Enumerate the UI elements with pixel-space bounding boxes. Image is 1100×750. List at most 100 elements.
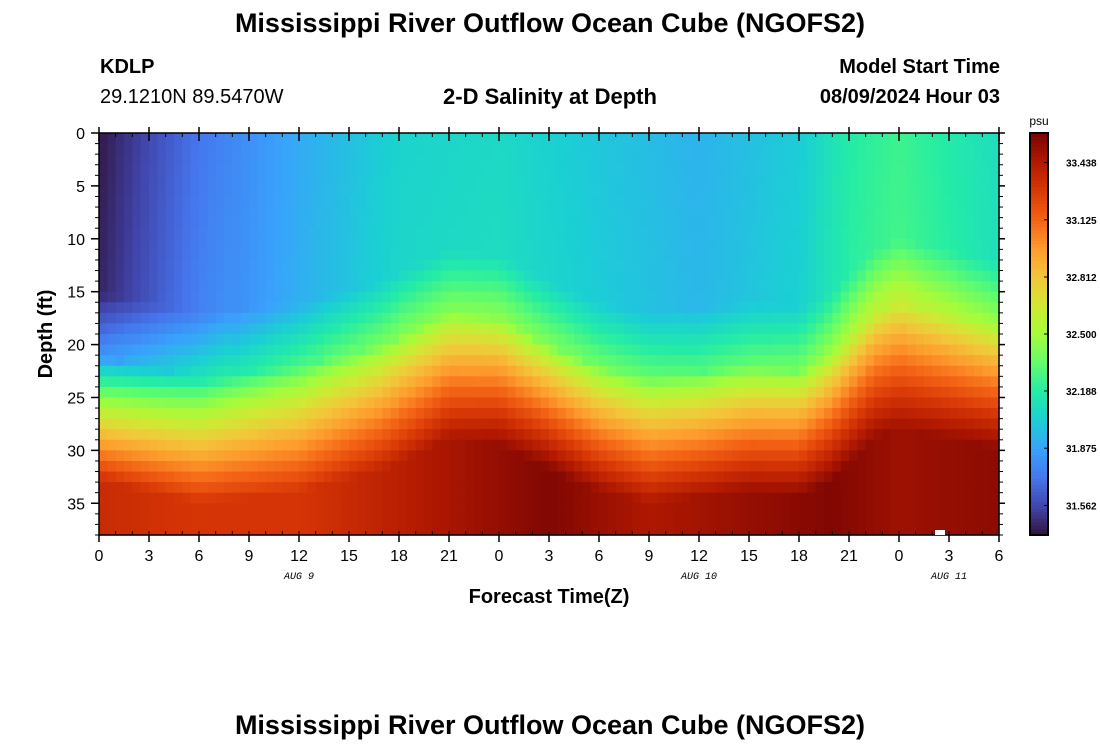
heatmap-cell <box>307 344 317 356</box>
heatmap-cell <box>332 270 342 282</box>
heatmap-cell <box>590 302 600 314</box>
heatmap-cell <box>624 164 633 176</box>
heatmap-cell <box>399 397 408 409</box>
heatmap-cell <box>740 429 750 441</box>
heatmap-cell <box>957 217 967 229</box>
heatmap-cell <box>724 460 733 473</box>
heatmap-cell <box>540 344 550 356</box>
heatmap-cell <box>599 228 608 240</box>
heatmap-cell <box>974 344 983 356</box>
heatmap-cell <box>290 302 300 314</box>
heatmap-cell <box>132 482 142 494</box>
heatmap-cell <box>824 503 833 515</box>
heatmap-cell <box>749 259 758 272</box>
heatmap-cell <box>282 450 292 462</box>
heatmap-cell <box>390 492 400 504</box>
heatmap-cell <box>640 270 650 282</box>
heatmap-cell <box>765 259 775 272</box>
heatmap-cell <box>365 513 375 526</box>
heatmap-cell <box>649 323 658 335</box>
heatmap-cell <box>607 376 617 388</box>
heatmap-cell <box>182 482 192 494</box>
heatmap-cell <box>874 228 883 240</box>
heatmap-cell <box>449 196 458 208</box>
heatmap-cell <box>957 291 967 303</box>
heatmap-cell <box>249 323 258 335</box>
heatmap-cell <box>424 460 433 473</box>
heatmap-cell <box>165 450 175 462</box>
heatmap-cell <box>974 439 983 451</box>
heatmap-cell <box>849 133 858 145</box>
heatmap-cell <box>657 503 667 515</box>
heatmap-cell <box>324 386 333 399</box>
heatmap-cell <box>765 524 775 536</box>
heatmap-cell <box>682 207 692 219</box>
heatmap-cell <box>515 492 525 504</box>
heatmap-cell <box>899 418 908 430</box>
heatmap-cell <box>174 228 183 240</box>
heatmap-cell <box>99 460 108 473</box>
heatmap-cell <box>265 429 275 441</box>
heatmap-cell <box>507 164 517 176</box>
heatmap-cell <box>990 228 1000 240</box>
heatmap-cell <box>674 334 683 346</box>
colorbar-segment <box>1030 267 1048 271</box>
heatmap-cell <box>782 503 792 515</box>
heatmap-cell <box>682 154 692 166</box>
colorbar-segment <box>1030 159 1048 164</box>
heatmap-cell <box>324 312 333 325</box>
heatmap-cell <box>690 439 700 451</box>
heatmap-cell <box>757 482 767 494</box>
heatmap-cell <box>507 429 517 441</box>
heatmap-cell <box>624 408 633 420</box>
colorbar-segment <box>1030 337 1048 342</box>
heatmap-cell <box>340 323 350 335</box>
heatmap-cell <box>790 355 800 367</box>
heatmap-cell <box>799 513 808 526</box>
heatmap-cell <box>415 323 425 335</box>
heatmap-cell <box>949 207 958 219</box>
heatmap-cell <box>265 207 275 219</box>
heatmap-cell <box>590 524 600 536</box>
heatmap-cell <box>557 450 567 462</box>
heatmap-cell <box>799 270 808 282</box>
heatmap-cell <box>549 312 558 325</box>
heatmap-cell <box>640 259 650 272</box>
heatmap-cell <box>390 439 400 451</box>
heatmap-cell <box>140 249 150 261</box>
heatmap-cell <box>799 460 808 473</box>
heatmap-cell <box>607 418 617 430</box>
heatmap-cell <box>674 291 683 303</box>
heatmap-cell <box>432 281 442 293</box>
heatmap-cell <box>207 270 217 282</box>
heatmap-cell <box>640 185 650 198</box>
heatmap-cell <box>374 196 383 208</box>
heatmap-cell <box>115 524 125 536</box>
heatmap-cell <box>915 238 925 250</box>
heatmap-cell <box>949 386 958 399</box>
heatmap-cell <box>399 429 408 441</box>
heatmap-cell <box>974 143 983 155</box>
heatmap-cell <box>540 334 550 346</box>
heatmap-cell <box>657 302 667 314</box>
heatmap-cell <box>874 312 883 325</box>
heatmap-cell <box>365 175 375 187</box>
heatmap-cell <box>157 344 167 356</box>
heatmap-cell <box>407 429 417 441</box>
day-label: AUG 10 <box>680 572 717 583</box>
heatmap-cell <box>449 397 458 409</box>
heatmap-cell <box>432 460 442 473</box>
colorbar-segment <box>1030 468 1048 472</box>
heatmap-cell <box>357 344 367 356</box>
heatmap-cell <box>499 513 508 526</box>
heatmap-cell <box>265 408 275 420</box>
heatmap-cell <box>849 281 858 293</box>
heatmap-cell <box>407 281 417 293</box>
heatmap-cell <box>632 344 642 356</box>
heatmap-cell <box>290 185 300 198</box>
heatmap-cell <box>640 397 650 409</box>
colorbar-segment <box>1030 397 1048 402</box>
heatmap-cell <box>490 397 500 409</box>
heatmap-cell <box>949 281 958 293</box>
heatmap-cell <box>832 408 842 420</box>
